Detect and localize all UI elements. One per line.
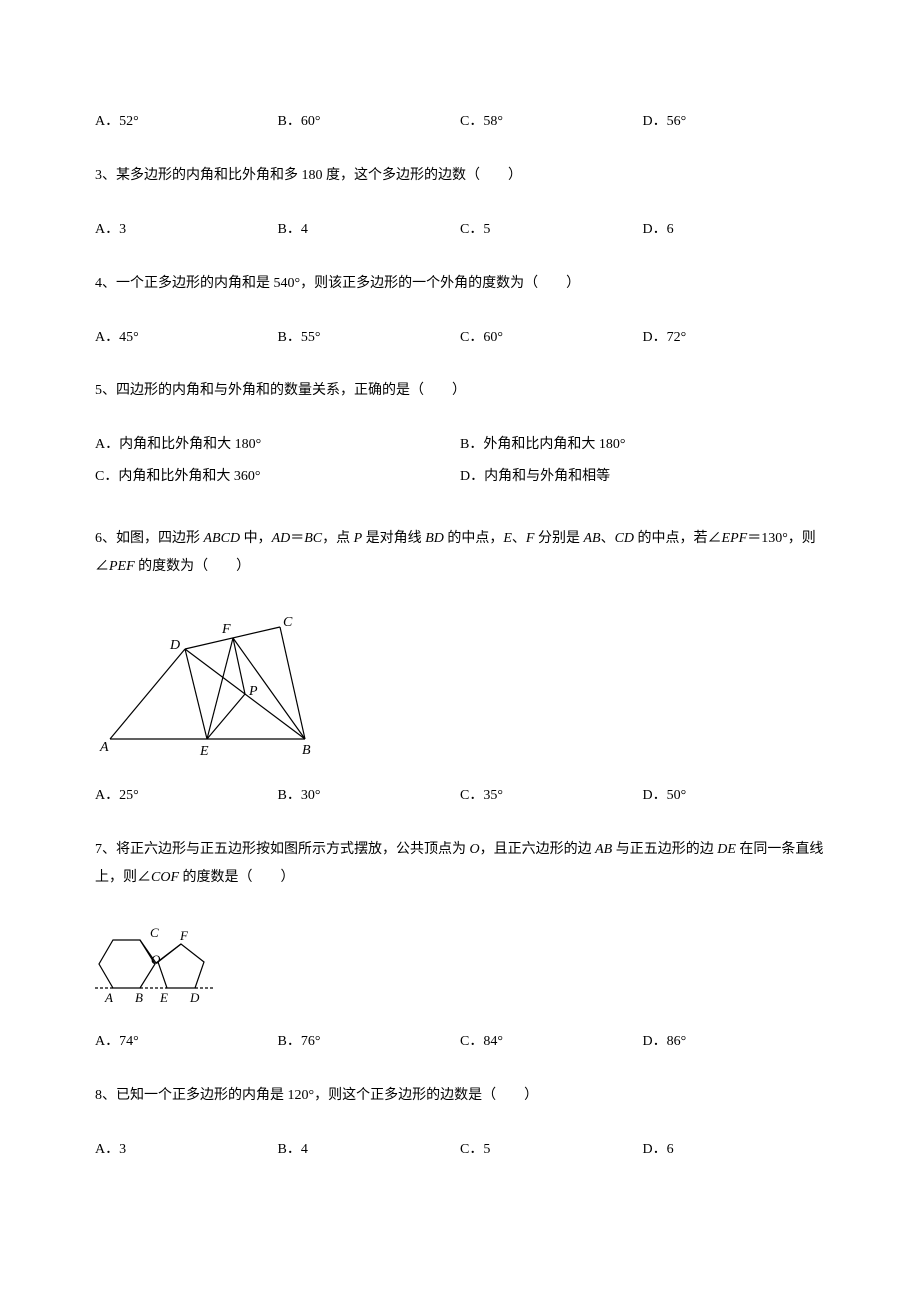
q7-option-c: C．84° [460, 1030, 643, 1054]
q7-o: O [470, 842, 480, 857]
q2-options: A．52° B．60° C．58° D．56° [95, 110, 825, 134]
q8-options: A．3 B．4 C．5 D．6 [95, 1138, 825, 1162]
q3-options: A．3 B．4 C．5 D．6 [95, 218, 825, 242]
q6-eq: ＝ [290, 531, 304, 546]
svg-text:B: B [135, 990, 143, 1005]
q6-p: P [354, 531, 363, 546]
svg-text:C: C [150, 925, 159, 940]
q6-seg3: ，点 [322, 531, 354, 546]
q5-option-a: A．内角和比外角和大 180° [95, 433, 460, 457]
svg-text:A: A [104, 990, 113, 1005]
svg-text:F: F [179, 928, 189, 943]
q5-option-c: C．内角和比外角和大 360° [95, 465, 460, 489]
q7-diagram: A B CO E D F [95, 920, 825, 1010]
q6-option-d: D．50° [643, 784, 826, 808]
q6-option-c: C．35° [460, 784, 643, 808]
q7-seg1: 7、将正六边形与正五边形按如图所示方式摆放，公共顶点为 [95, 842, 470, 857]
q6-diagram: A B C D E P F [95, 609, 825, 764]
q5-options: A．内角和比外角和大 180° B．外角和比内角和大 180° C．内角和比外角… [95, 433, 825, 497]
q7-svg: A B CO E D F [95, 920, 270, 1010]
q2-option-c: C．58° [460, 110, 643, 134]
svg-text:F: F [221, 622, 231, 637]
q4-text: 4、一个正多边形的内角和是 540°，则该正多边形的一个外角的度数为（ ） [95, 270, 825, 298]
q6-seg4: 是对角线 [362, 531, 425, 546]
q6-option-a: A．25° [95, 784, 278, 808]
q4-option-b: B．55° [278, 326, 461, 350]
q7-options: A．74° B．76° C．84° D．86° [95, 1030, 825, 1054]
q6-ab: AB [583, 531, 600, 546]
document-page: A．52° B．60° C．58° D．56° 3、某多边形的内角和比外角和多 … [0, 0, 920, 1302]
q6-cd: CD [615, 531, 634, 546]
q6-seg5: 的中点， [444, 531, 504, 546]
q6-seg8: 、 [601, 531, 615, 546]
q4-options: A．45° B．55° C．60° D．72° [95, 326, 825, 350]
q3-option-b: B．4 [278, 218, 461, 242]
q6-svg: A B C D E P F [95, 609, 335, 764]
q6-bd: BD [425, 531, 444, 546]
svg-text:A: A [99, 740, 109, 755]
q5-option-b: B．外角和比内角和大 180° [460, 433, 825, 457]
q4-option-a: A．45° [95, 326, 278, 350]
q6-seg2: 中， [240, 531, 272, 546]
q7-cof: COF [151, 870, 179, 885]
q7-text: 7、将正六边形与正五边形按如图所示方式摆放，公共顶点为 O，且正六边形的边 AB… [95, 836, 825, 892]
q2-option-d: D．56° [643, 110, 826, 134]
q7-ab: AB [595, 842, 612, 857]
svg-text:D: D [169, 638, 180, 653]
q7-seg3: 与正五边形的边 [612, 842, 717, 857]
q8-option-d: D．6 [643, 1138, 826, 1162]
q6-text: 6、如图，四边形 ABCD 中，AD＝BC，点 P 是对角线 BD 的中点，E、… [95, 525, 825, 581]
svg-text:O: O [151, 952, 161, 967]
q8-option-c: C．5 [460, 1138, 643, 1162]
q2-option-b: B．60° [278, 110, 461, 134]
q6-seg6: 、 [512, 531, 526, 546]
q8-option-b: B．4 [278, 1138, 461, 1162]
q8-option-a: A．3 [95, 1138, 278, 1162]
q6-options: A．25° B．30° C．35° D．50° [95, 784, 825, 808]
q8-text: 8、已知一个正多边形的内角是 120°，则这个正多边形的边数是（ ） [95, 1082, 825, 1110]
svg-text:E: E [159, 990, 168, 1005]
q3-text: 3、某多边形的内角和比外角和多 180 度，这个多边形的边数（ ） [95, 162, 825, 190]
q4-option-c: C．60° [460, 326, 643, 350]
q6-seg1: 6、如图，四边形 [95, 531, 204, 546]
q5-text: 5、四边形的内角和与外角和的数量关系，正确的是（ ） [95, 377, 825, 405]
q2-option-a: A．52° [95, 110, 278, 134]
q6-pef: PEF [109, 559, 135, 574]
q6-seg9: 的中点，若∠ [634, 531, 722, 546]
svg-text:P: P [248, 684, 258, 699]
svg-text:B: B [302, 743, 311, 758]
q7-seg2: ，且正六边形的边 [480, 842, 596, 857]
svg-text:C: C [283, 615, 293, 630]
q7-option-d: D．86° [643, 1030, 826, 1054]
q3-option-d: D．6 [643, 218, 826, 242]
q6-epf: EPF [722, 531, 748, 546]
svg-text:E: E [199, 744, 209, 759]
q3-option-a: A．3 [95, 218, 278, 242]
q6-e: E [503, 531, 512, 546]
q6-abcd: ABCD [204, 531, 241, 546]
q7-option-a: A．74° [95, 1030, 278, 1054]
q6-bc: BC [304, 531, 322, 546]
q7-de: DE [717, 842, 736, 857]
q6-option-b: B．30° [278, 784, 461, 808]
q7-option-b: B．76° [278, 1030, 461, 1054]
q4-option-d: D．72° [643, 326, 826, 350]
q6-seg11: 的度数为（ ） [135, 559, 251, 574]
q5-option-d: D．内角和与外角和相等 [460, 465, 825, 489]
q7-seg5: 的度数是（ ） [179, 870, 295, 885]
q6-ad: AD [272, 531, 291, 546]
svg-text:D: D [189, 990, 200, 1005]
q6-seg7: 分别是 [534, 531, 583, 546]
q3-option-c: C．5 [460, 218, 643, 242]
